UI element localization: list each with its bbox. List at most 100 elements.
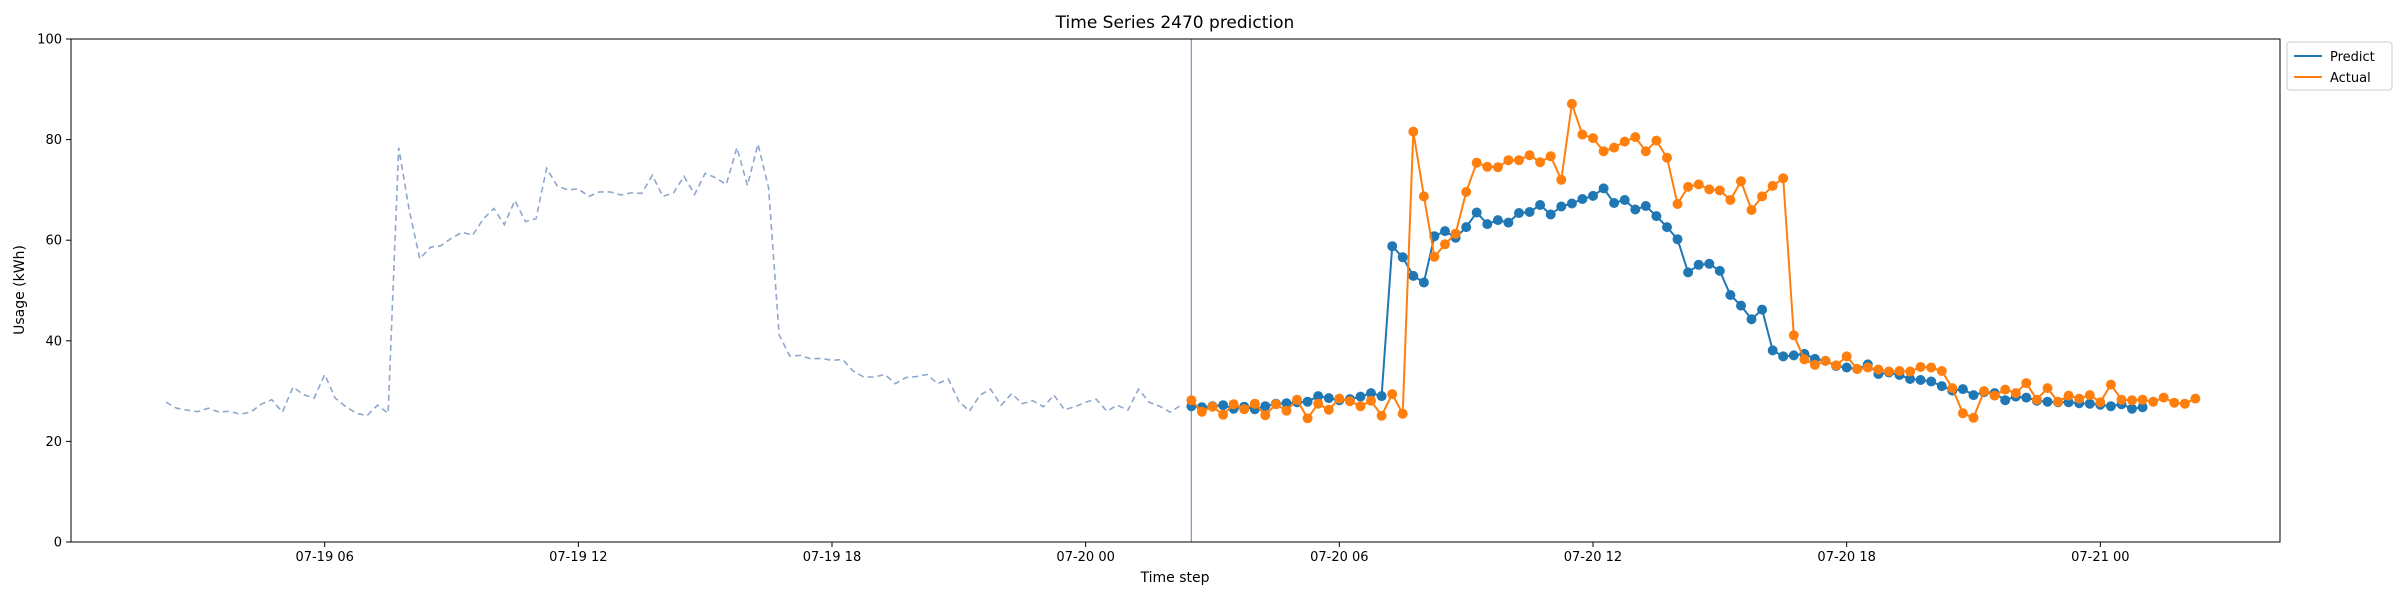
data-point-actual xyxy=(1408,126,1419,137)
data-point-predict xyxy=(1968,390,1979,401)
axis-ticks: 0 20 40 60 80 100 07-19 06 07-19 12 07-19 18 07-2… xyxy=(37,33,2129,566)
data-point-actual xyxy=(1778,173,1789,184)
data-point-actual xyxy=(1693,179,1704,190)
data-point-predict xyxy=(1366,388,1376,399)
data-point-actual xyxy=(1883,366,1894,377)
data-point-actual xyxy=(1260,410,1271,421)
data-point-predict xyxy=(1482,219,1493,230)
data-point-actual xyxy=(1957,408,1968,419)
data-point-actual xyxy=(1218,409,1229,420)
data-point-actual xyxy=(1704,184,1715,195)
data-point-predict xyxy=(1281,398,1292,409)
data-point-actual xyxy=(2190,393,2201,404)
data-point-actual xyxy=(1588,133,1598,144)
data-point-predict xyxy=(1609,198,1620,208)
data-point-actual xyxy=(2095,397,2106,408)
data-point-predict xyxy=(2042,396,2053,407)
data-point-actual xyxy=(1714,185,1725,196)
data-point-actual xyxy=(1989,390,2000,401)
data-point-predict xyxy=(1704,258,1715,269)
data-point-actual xyxy=(1746,205,1757,215)
data-point-actual xyxy=(2021,378,2032,389)
data-point-actual xyxy=(2169,397,2180,408)
data-point-actual xyxy=(1461,186,1472,197)
data-point-predict xyxy=(1218,400,1229,411)
legend: Predict Actual xyxy=(2286,41,2393,91)
data-point-predict xyxy=(1841,362,1852,373)
data-point-actual xyxy=(1979,386,1990,397)
data-point-actual xyxy=(2010,388,2021,399)
data-point-predict xyxy=(1672,234,1683,245)
data-point-actual xyxy=(1852,364,1863,374)
data-point-predict xyxy=(1387,241,1398,252)
data-point-actual xyxy=(1683,181,1694,192)
data-point-actual xyxy=(2053,396,2063,407)
data-point-actual xyxy=(2179,398,2190,409)
data-point-actual xyxy=(1968,412,1979,423)
data-point-actual xyxy=(1429,251,1440,262)
data-point-actual xyxy=(1440,239,1450,250)
data-point-actual xyxy=(1736,176,1746,187)
data-point-predict xyxy=(2127,403,2137,414)
data-point-predict xyxy=(1683,267,1694,278)
data-point-actual xyxy=(2116,394,2127,405)
data-point-actual xyxy=(1355,401,1366,412)
data-point-predict xyxy=(1640,201,1651,211)
data-point-predict xyxy=(1408,270,1419,281)
data-point-actual xyxy=(1334,393,1345,404)
data-point-actual xyxy=(1249,398,1260,409)
data-point-predict xyxy=(1545,209,1556,220)
data-point-predict xyxy=(2105,401,2116,412)
data-point-predict xyxy=(2021,392,2032,403)
y-tick-label: 60 xyxy=(45,234,62,249)
axes-frame xyxy=(70,38,2281,543)
data-point-actual xyxy=(2084,390,2095,401)
x-tick-label: 07-19 06 xyxy=(295,550,353,565)
data-point-actual xyxy=(1894,366,1905,376)
x-tick-label: 07-19 18 xyxy=(803,550,861,565)
y-tick-label: 0 xyxy=(54,536,62,551)
data-point-predict xyxy=(1524,207,1535,217)
data-point-predict xyxy=(1313,391,1324,402)
data-point-predict xyxy=(1418,277,1429,288)
data-point-predict xyxy=(1440,226,1450,237)
legend-label-predict: Predict xyxy=(2330,50,2375,65)
data-point-actual xyxy=(1302,413,1313,424)
data-point-predict xyxy=(1915,375,1926,385)
data-point-actual xyxy=(1313,398,1324,409)
data-point-actual xyxy=(1767,180,1778,191)
x-tick-label: 07-20 00 xyxy=(1056,550,1114,565)
data-point-predict xyxy=(2084,398,2095,409)
data-point-actual xyxy=(1936,366,1947,376)
data-point-actual xyxy=(1947,383,1958,394)
chart-title: Time Series 2470 prediction xyxy=(1055,13,1295,33)
data-point-actual xyxy=(1566,98,1577,109)
y-tick-label: 20 xyxy=(45,435,62,450)
data-point-predict xyxy=(1778,351,1789,362)
data-point-actual xyxy=(2063,390,2074,401)
data-point-actual xyxy=(1556,174,1567,185)
data-point-actual xyxy=(1545,151,1556,162)
data-point-actual xyxy=(1725,195,1736,205)
y-axis-label: Usage (kWh) xyxy=(12,245,28,335)
data-point-actual xyxy=(1270,399,1281,410)
data-point-predict xyxy=(1397,252,1408,263)
x-tick-label: 07-20 12 xyxy=(1564,550,1622,565)
y-tick-label: 40 xyxy=(45,334,62,349)
data-point-actual xyxy=(1397,408,1408,419)
data-point-actual xyxy=(1577,129,1588,140)
legend-label-actual: Actual xyxy=(2330,71,2371,86)
data-point-actual xyxy=(1609,142,1620,153)
data-point-predict xyxy=(1323,393,1334,404)
x-axis-label: Time step xyxy=(1140,570,1210,586)
data-point-predict xyxy=(1598,183,1609,194)
y-tick-label: 100 xyxy=(37,33,62,48)
data-point-actual xyxy=(1524,150,1535,161)
x-tick-label: 07-20 18 xyxy=(1817,550,1875,565)
data-point-actual xyxy=(1492,162,1503,173)
data-point-actual xyxy=(1788,330,1799,341)
data-point-actual xyxy=(1514,155,1524,166)
data-point-predict xyxy=(1714,265,1725,276)
data-point-actual xyxy=(1809,359,1820,370)
